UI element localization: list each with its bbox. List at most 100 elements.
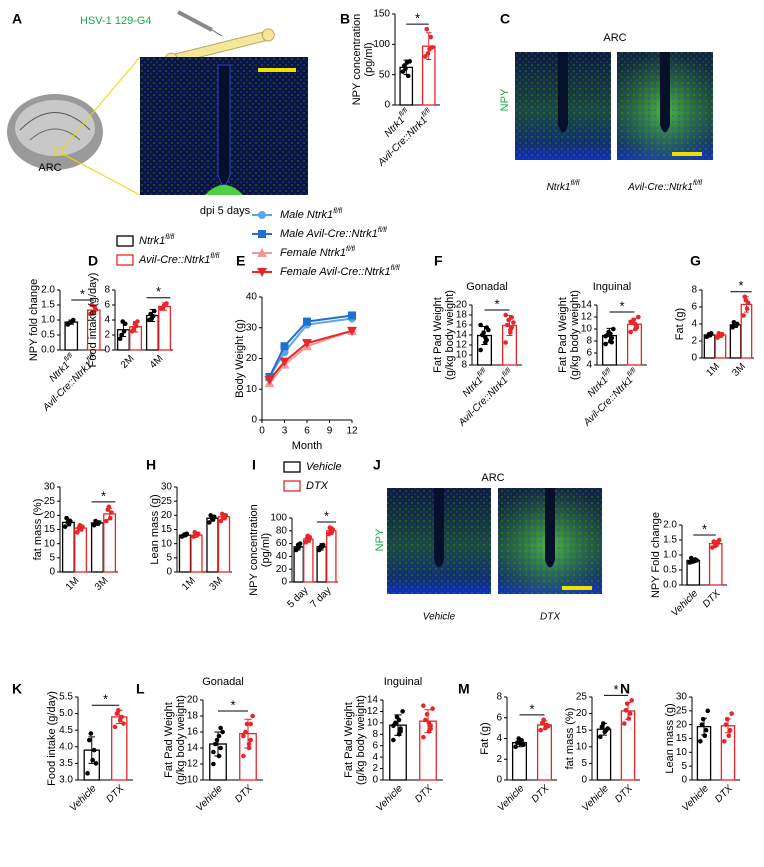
data-point	[116, 707, 121, 713]
x-tick-label: 3	[282, 426, 288, 437]
data-point	[636, 314, 641, 320]
data-point	[503, 312, 508, 318]
data-point	[64, 515, 69, 521]
significance-label: *	[619, 298, 624, 313]
data-point	[698, 738, 703, 744]
data-point	[400, 709, 405, 714]
data-point	[94, 520, 100, 526]
y-tick-label: 15	[576, 725, 588, 736]
data-point	[521, 742, 526, 748]
y-tick-label: 0	[166, 567, 172, 578]
data-point	[600, 721, 606, 726]
y-tick-label: 10	[246, 384, 258, 395]
data-point	[403, 66, 408, 71]
significance-label: *	[324, 508, 329, 523]
image-title: ARC	[481, 472, 504, 484]
data-point	[609, 339, 614, 345]
legend-label: Ntrk1fl/fl	[139, 234, 175, 247]
data-point	[508, 327, 513, 333]
data-point	[732, 322, 738, 328]
data-point	[421, 734, 426, 740]
data-point	[246, 745, 252, 751]
zoom-line	[62, 56, 141, 149]
y-tick-label: 4	[372, 752, 378, 763]
y-tick-label: 8	[372, 729, 378, 740]
y-tick-label: 20	[187, 695, 199, 706]
data-point	[93, 761, 99, 766]
data-point	[705, 708, 710, 714]
data-point	[483, 335, 488, 340]
micrograph	[140, 57, 308, 195]
legend-label: DTX	[306, 480, 329, 492]
y-tick-label: 20	[276, 564, 288, 575]
legend-swatch	[283, 461, 301, 473]
legend-label: Male Avil-Cre::Ntrk1fl/fl	[280, 227, 387, 240]
y-tick-label: 25	[44, 496, 56, 507]
y-tick-label: 16	[187, 727, 199, 738]
data-point	[741, 313, 746, 318]
significance-label: *	[103, 692, 108, 707]
y-axis-label: NPY fold change	[28, 279, 40, 361]
x-tick-label: 1M	[704, 361, 722, 379]
y-tick-label: 0	[104, 345, 110, 356]
x-tick-label: Vehicle	[580, 783, 611, 814]
y-tick-label: 20	[44, 510, 56, 521]
y-tick-label: 25	[576, 692, 588, 703]
legend-label: Female Avil-Cre::Ntrk1fl/fl	[280, 265, 400, 278]
data-point	[219, 511, 225, 517]
y-tick-label: 12	[367, 706, 379, 717]
data-point	[426, 720, 432, 726]
y-tick-label: 15	[676, 733, 688, 744]
data-point	[104, 518, 109, 524]
data-point	[89, 302, 95, 308]
data-point	[216, 753, 222, 759]
data-point	[724, 716, 730, 722]
legend-swatch	[116, 235, 134, 247]
y-tick-label: 5.5	[59, 692, 73, 703]
y-axis-label: Lean mass (g)	[664, 703, 676, 773]
data-point	[428, 726, 433, 731]
data-point	[294, 546, 300, 552]
data-point	[743, 297, 749, 303]
data-point	[250, 713, 255, 719]
y-axis-label: Lean mass (g)	[149, 494, 161, 564]
data-point	[405, 73, 411, 79]
bar	[303, 538, 314, 583]
data-point	[622, 721, 627, 726]
y-tick-label: 6	[586, 348, 592, 359]
y-tick-label: 20	[676, 719, 688, 730]
data-point	[112, 724, 118, 730]
y-tick-label: 10	[367, 717, 379, 728]
data-point	[690, 559, 695, 564]
data-point	[727, 727, 733, 733]
chart-title: Gonadal	[466, 281, 508, 293]
data-point	[515, 740, 520, 745]
y-tick-label: 14	[367, 695, 379, 706]
data-point	[62, 524, 68, 529]
y-axis-label: (g/kg body weight)	[569, 290, 581, 380]
y-tick-label: 5	[49, 552, 55, 563]
data-point	[729, 711, 734, 716]
x-tick-label: 1M	[64, 575, 82, 593]
significance-label: *	[529, 701, 534, 716]
y-tick-label: 10	[44, 538, 56, 549]
micrograph	[387, 488, 491, 594]
y-tick-label: 4.0	[59, 741, 73, 752]
data-point	[538, 727, 543, 733]
y-tick-label: 8	[104, 285, 110, 296]
y-tick-label: 10	[576, 741, 588, 752]
panel-letter: M	[458, 681, 470, 697]
y-axis-label: Fat Pad Weight	[343, 702, 355, 778]
y-tick-label: 10	[676, 747, 688, 758]
y-tick-label: 1.0	[41, 315, 55, 326]
data-point	[148, 311, 153, 317]
y-tick-label: 0.5	[663, 565, 677, 576]
image-caption: dpi 5 days	[200, 205, 251, 217]
y-axis-label: Fat Pad Weight	[557, 297, 569, 373]
data-point	[121, 328, 127, 334]
data-point	[149, 316, 155, 321]
data-point	[726, 733, 732, 739]
x-tick-label: 2M	[119, 353, 137, 371]
y-axis-label: fat mass (%)	[32, 499, 44, 561]
